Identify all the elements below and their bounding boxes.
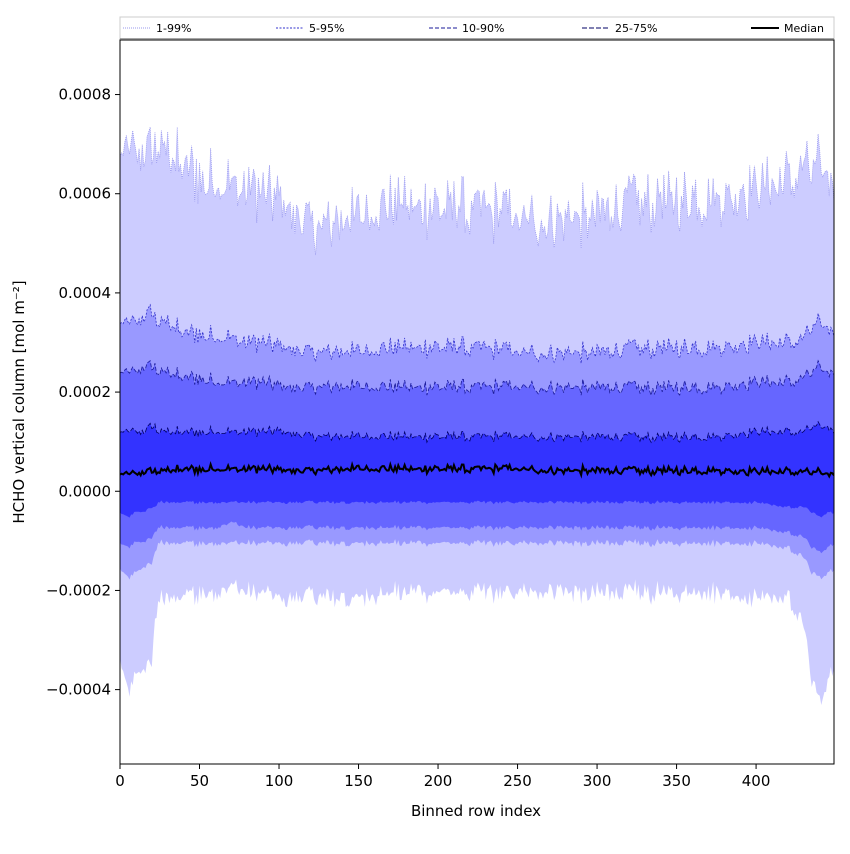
x-tick-label: 0: [115, 772, 125, 790]
legend: 1-99% 5-95% 10-90% 25-75% Median: [119, 16, 835, 40]
y-tick-label: 0.0004: [59, 284, 112, 302]
legend-label: 1-99%: [156, 22, 191, 35]
x-axis: 0 50 100 150 200 250 300 350 400: [115, 764, 770, 790]
bands-layer: [120, 127, 834, 706]
x-axis-label: Binned row index: [411, 802, 541, 820]
x-tick-label: 200: [424, 772, 453, 790]
legend-label: 25-75%: [615, 22, 657, 35]
y-tick-label: 0.0002: [59, 383, 112, 401]
legend-label: 5-95%: [309, 22, 344, 35]
band-upper-line-10-90%: [120, 359, 834, 397]
y-axis-label: HCHO vertical column [mol m⁻²]: [10, 280, 28, 523]
y-tick-label: 0.0008: [59, 86, 112, 104]
legend-label: 10-90%: [462, 22, 504, 35]
x-tick-label: 300: [583, 772, 612, 790]
y-tick-label: −0.0004: [46, 681, 111, 699]
band-upper-line-5-95%: [120, 303, 834, 364]
lines-layer: [120, 127, 834, 479]
x-tick-label: 50: [190, 772, 209, 790]
x-tick-label: 100: [265, 772, 294, 790]
median-line: [120, 460, 834, 479]
legend-label: Median: [784, 22, 824, 35]
x-tick-label: 400: [742, 772, 771, 790]
band-upper-line-1-99%: [120, 127, 834, 256]
x-tick-label: 250: [503, 772, 532, 790]
x-tick-label: 350: [662, 772, 691, 790]
band-upper-line-25-75%: [120, 420, 834, 444]
plot-frame: [119, 39, 835, 765]
y-tick-label: 0.0000: [59, 482, 112, 500]
y-tick-label: −0.0002: [46, 581, 111, 599]
y-tick-label: 0.0006: [59, 185, 112, 203]
x-tick-label: 150: [344, 772, 373, 790]
band-fill-25-75%: [120, 421, 834, 518]
y-axis: −0.0004 −0.0002 0.0000 0.0002 0.0004 0.0006 0.…: [46, 86, 120, 699]
